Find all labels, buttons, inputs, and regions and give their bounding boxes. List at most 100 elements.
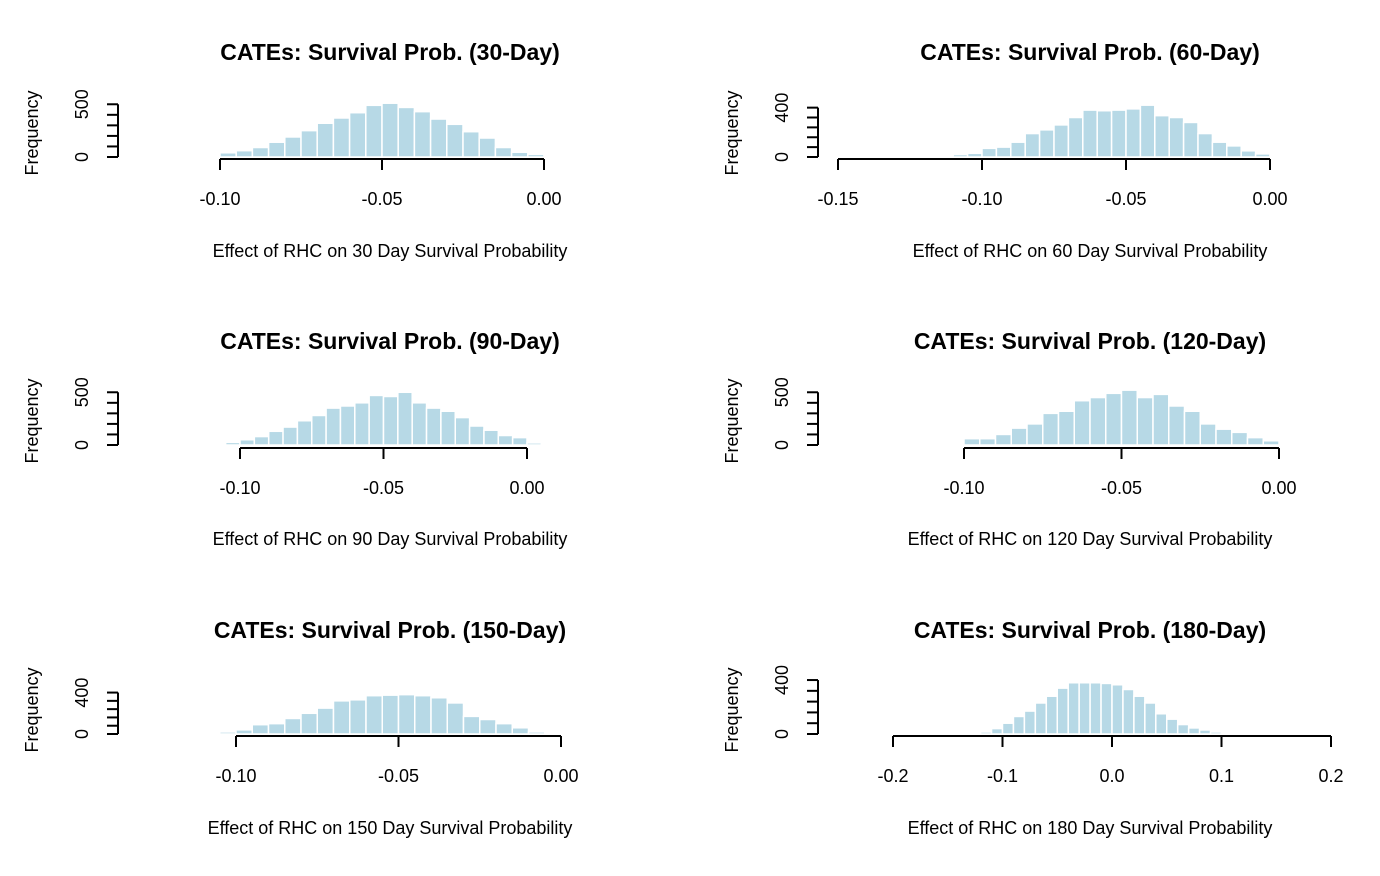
histogram-bar	[1042, 412, 1060, 446]
histogram-bar	[966, 152, 983, 158]
histogram-bar	[1176, 723, 1190, 735]
histogram-bar	[235, 149, 254, 158]
histogram-bar	[239, 438, 256, 446]
histogram-bar	[219, 731, 237, 735]
histogram-panel-4: CATEs: Survival Prob. (120-Day) -0.10 -0.0…	[722, 328, 1297, 549]
histogram-bar	[235, 729, 253, 735]
histogram-bar	[938, 155, 954, 158]
histogram-bar	[349, 699, 367, 735]
histogram-bar	[365, 694, 383, 735]
histogram-bar	[1001, 722, 1015, 735]
histogram-bar	[1034, 702, 1048, 735]
histogram-bar	[300, 129, 318, 158]
histogram-bar	[1056, 687, 1069, 735]
histogram-bar	[526, 442, 543, 446]
histogram-bar	[1120, 389, 1138, 446]
histogram-bar	[284, 136, 302, 158]
y-tick-label: 400	[72, 678, 92, 708]
histogram-bar	[1254, 153, 1271, 158]
y-tick-label: 400	[772, 93, 792, 123]
histogram-bar	[282, 426, 299, 446]
chart-title: CATEs: Survival Prob. (150-Day)	[214, 617, 566, 643]
histogram-bar	[332, 117, 351, 158]
histogram-bar	[1133, 695, 1146, 735]
y-tick-label: 0	[772, 440, 792, 450]
histogram-bar	[510, 151, 529, 158]
histogram-bar	[968, 732, 982, 735]
histogram-bar	[325, 407, 342, 446]
histogram-bar	[300, 712, 318, 735]
histogram-bar	[1038, 129, 1055, 158]
histogram-bar	[1154, 114, 1170, 158]
histogram-bar	[381, 694, 400, 735]
histogram-bar	[354, 402, 370, 446]
histogram-bar	[311, 414, 327, 446]
histogram-bar	[1168, 405, 1186, 446]
histogram-bar	[560, 732, 578, 735]
histogram-bar	[1089, 681, 1102, 735]
x-tick-label: 0.00	[526, 189, 561, 209]
histogram-panel-2: CATEs: Survival Prob. (60-Day) -0.15 -0.10…	[722, 39, 1288, 261]
x-tick-label: 0.1	[1209, 766, 1234, 786]
histogram-bar	[446, 702, 465, 735]
histogram-bar	[1082, 109, 1098, 158]
chart-title: CATEs: Survival Prob. (90-Day)	[220, 328, 560, 354]
histogram-bar	[316, 122, 335, 158]
x-tick-label: 0.00	[543, 766, 578, 786]
histogram-bar	[1024, 132, 1041, 158]
histogram-bar	[511, 727, 530, 735]
histogram-bar	[995, 146, 1012, 158]
histogram-bar	[1053, 124, 1070, 158]
histogram-bar	[1122, 688, 1135, 735]
histogram-bar	[952, 153, 969, 158]
histogram-bar	[332, 700, 351, 735]
y-tick-label: 400	[772, 665, 792, 695]
histogram-bar	[1100, 682, 1113, 735]
histogram-bar	[1226, 145, 1242, 158]
histogram-bar	[1262, 440, 1280, 446]
histogram-bar	[979, 731, 993, 735]
x-tick-label: -0.10	[219, 478, 260, 498]
histogram-bar	[1197, 132, 1214, 158]
x-axis-label: Effect of RHC on 60 Day Survival Probabi…	[913, 241, 1268, 261]
histogram-bar	[284, 717, 302, 735]
histogram-bar	[210, 443, 227, 446]
histogram-bar	[1152, 393, 1170, 446]
histogram-bar	[411, 402, 428, 446]
histogram-bar	[224, 441, 241, 446]
x-tick-label: -0.15	[817, 189, 858, 209]
y-axis-label: Frequency	[722, 667, 742, 752]
x-tick-label: -0.10	[961, 189, 1002, 209]
histogram-bar	[1111, 684, 1124, 735]
histogram-bar	[1026, 423, 1044, 446]
histogram-bar	[1199, 423, 1217, 446]
histogram-bar	[1057, 410, 1075, 446]
histogram-bar	[1246, 436, 1264, 446]
x-axis-label: Effect of RHC on 180 Day Survival Probab…	[908, 818, 1273, 838]
histogram-bar	[339, 405, 356, 446]
histogram-bar	[1096, 109, 1113, 158]
histogram-bar	[365, 104, 383, 158]
histogram-bar	[1144, 702, 1157, 735]
histogram-bar	[1073, 399, 1091, 446]
histogram-bar	[994, 433, 1012, 446]
histogram-bar	[540, 443, 557, 446]
histogram-bar	[559, 155, 578, 158]
x-tick-label: -0.05	[363, 478, 404, 498]
histogram-bar	[397, 693, 416, 735]
histogram-bar	[947, 443, 965, 446]
histogram-bar	[483, 429, 500, 446]
histogram-bar	[348, 111, 367, 158]
histogram-bar	[1089, 396, 1107, 446]
histogram-bar	[1166, 718, 1179, 735]
histogram-bar	[368, 394, 385, 446]
histogram-panel-3: CATEs: Survival Prob. (90-Day) -0.10 -0.05…	[22, 328, 567, 549]
x-tick-label: -0.05	[1105, 189, 1146, 209]
histogram-bar	[430, 697, 448, 735]
y-tick-label: 0	[72, 152, 92, 162]
histogram-bar	[1125, 108, 1142, 158]
chart-title: CATEs: Survival Prob. (30-Day)	[220, 39, 560, 65]
histogram-bar	[1187, 727, 1201, 735]
histogram-bar	[1183, 410, 1201, 446]
histogram-bar	[979, 437, 997, 446]
